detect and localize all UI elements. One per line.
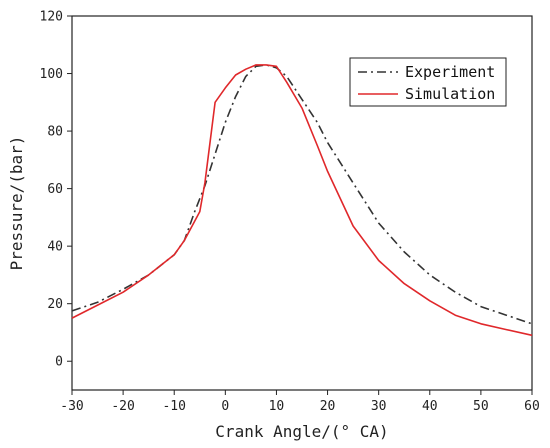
legend-label-experiment: Experiment (405, 63, 495, 81)
x-axis-title: Crank Angle/(° CA) (215, 422, 388, 441)
tick-marks (67, 15, 533, 395)
y-axis-title: Pressure/(bar) (7, 136, 26, 271)
y-tick-label: 60 (47, 182, 63, 197)
series-layer (71, 64, 533, 337)
y-tick-labels: 0 20 40 60 80 100 120 (40, 10, 63, 370)
series-line-experiment (71, 64, 533, 325)
x-tick-labels: -30 -20 -10 0 10 20 30 40 50 60 (60, 399, 540, 414)
legend-label-simulation: Simulation (405, 85, 495, 103)
x-tick-label: 60 (524, 399, 540, 414)
x-tick-label: -30 (60, 399, 83, 414)
x-tick-label: -10 (162, 399, 185, 414)
y-tick-label: 20 (47, 297, 63, 312)
y-tick-label: 100 (40, 67, 63, 82)
plot-frame (71, 15, 533, 391)
x-tick-label: 20 (320, 399, 336, 414)
y-tick-label: 80 (47, 125, 63, 140)
y-tick-label: 0 (55, 355, 63, 370)
series-line-simulation (71, 64, 533, 337)
x-tick-label: 30 (371, 399, 387, 414)
legend-box (349, 57, 507, 107)
x-tick-label: 10 (269, 399, 285, 414)
legend: Experiment Simulation (349, 57, 507, 107)
x-tick-label: 50 (473, 399, 489, 414)
x-tick-label: 40 (422, 399, 438, 414)
y-tick-label: 120 (40, 10, 63, 25)
y-tick-label: 40 (47, 240, 63, 255)
x-tick-label: -20 (111, 399, 134, 414)
x-tick-label: 0 (221, 399, 229, 414)
